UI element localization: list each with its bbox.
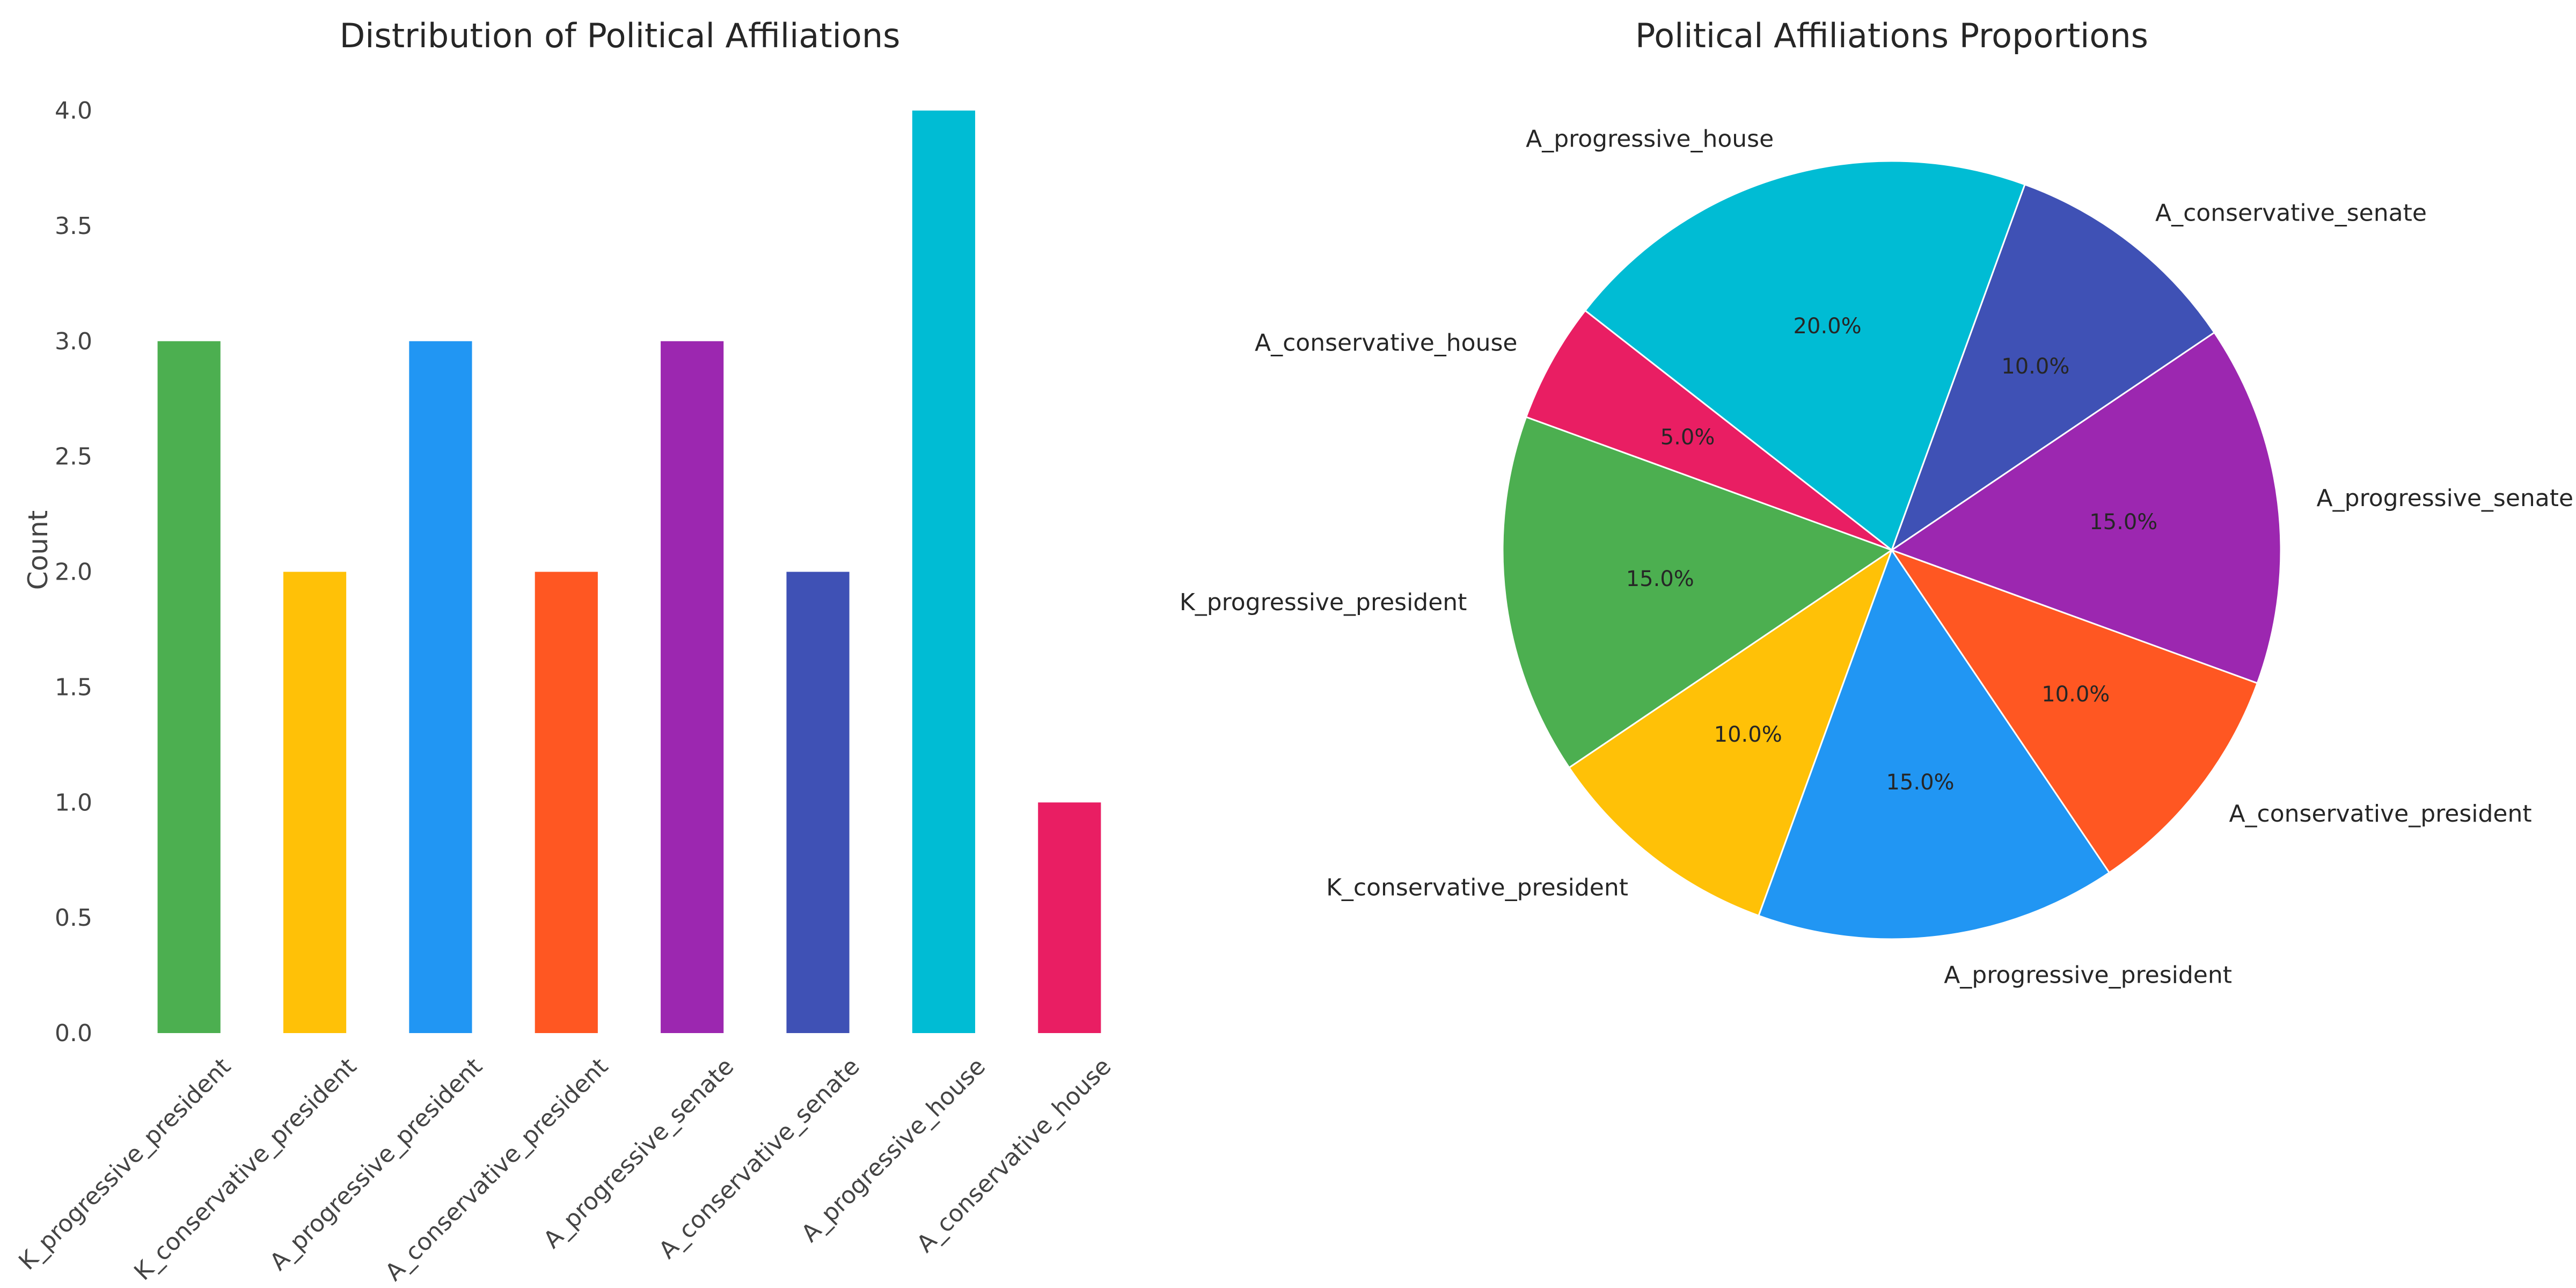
pie-category-label: A_conservative_house	[1255, 329, 1517, 356]
bar	[912, 111, 976, 1033]
pie-slice	[1584, 160, 2026, 552]
y-tick-label: 2.0	[55, 559, 92, 586]
bar-chart-y-axis-label: Count	[23, 510, 54, 590]
pie-slice	[1890, 183, 2216, 552]
pie-category-label: A_progressive_house	[1526, 125, 1774, 152]
bar-chart-bars	[157, 111, 1101, 1033]
y-tick-label: 4.0	[55, 97, 92, 125]
x-tick-label: K_conservative_president	[129, 1053, 362, 1286]
pie-slice	[1890, 331, 2282, 684]
pie-chart-percent-labels: 15.0% 10.0% 15.0% 10.0% 15.0% 10.0% 20.0% 5.0%	[1626, 314, 2158, 795]
pie-percent-label: 10.0%	[1714, 722, 1782, 747]
y-tick-label: 1.5	[55, 674, 92, 701]
x-tick-label: A_progressive_president	[265, 1053, 488, 1276]
pie-chart-category-labels: K_progressive_president K_conservative_pr…	[1180, 125, 2573, 989]
bar	[661, 341, 724, 1033]
bar-chart-title: Distribution of Political Affiliations	[340, 16, 901, 55]
bar	[535, 572, 598, 1033]
pie-percent-label: 10.0%	[2041, 682, 2110, 707]
pie-slice	[1758, 548, 2111, 940]
y-tick-label: 2.5	[55, 443, 92, 471]
pie-category-label: A_progressive_president	[1944, 962, 2232, 989]
pie-percent-label: 20.0%	[1794, 314, 1862, 339]
pie-chart-title: Political Affiliations Proportions	[1635, 16, 2148, 55]
pie-slice	[1525, 309, 1892, 551]
pie-percent-label: 5.0%	[1660, 425, 1715, 450]
pie-percent-label: 15.0%	[2089, 510, 2157, 535]
y-tick-label: 3.5	[55, 213, 92, 240]
pie-category-label: A_conservative_senate	[2155, 200, 2427, 227]
pie-category-label: K_progressive_president	[1180, 589, 1467, 616]
pie-chart-slices	[1502, 160, 2282, 940]
bar	[786, 572, 850, 1033]
pie-percent-label: 15.0%	[1886, 770, 1954, 795]
pie-slice	[1502, 416, 1894, 769]
pie-slice	[1890, 548, 2259, 874]
pie-category-label: K_conservative_president	[1326, 874, 1628, 901]
x-tick-label: A_conservative_president	[380, 1053, 613, 1286]
x-tick-label: A_conservative_senate	[654, 1053, 865, 1264]
pie-category-label: A_conservative_president	[2229, 800, 2531, 828]
pie-chart: Political Affiliations Proportions 15.0%…	[1180, 16, 2573, 989]
x-tick-label: K_progressive_president	[13, 1053, 236, 1276]
pie-percent-label: 10.0%	[2001, 354, 2069, 379]
y-tick-label: 0.5	[55, 904, 92, 932]
y-tick-label: 3.0	[55, 328, 92, 355]
bar	[283, 572, 347, 1033]
bar-chart-x-ticks: K_progressive_presidentK_conservative_pr…	[13, 1053, 1116, 1286]
pie-category-label: A_progressive_senate	[2317, 485, 2574, 512]
bar	[409, 341, 472, 1033]
bar-chart: Distribution of Political Affiliations C…	[13, 16, 1116, 1286]
bar	[157, 341, 221, 1033]
pie-slice	[1568, 548, 1893, 917]
y-tick-label: 1.0	[55, 789, 92, 816]
y-tick-label: 0.0	[55, 1020, 92, 1047]
pie-percent-label: 15.0%	[1626, 567, 1694, 591]
bar-chart-y-ticks: 0.0 0.5 1.0 1.5 2.0 2.5 3.0 3.5 4.0	[55, 97, 92, 1047]
bar	[1038, 802, 1101, 1033]
